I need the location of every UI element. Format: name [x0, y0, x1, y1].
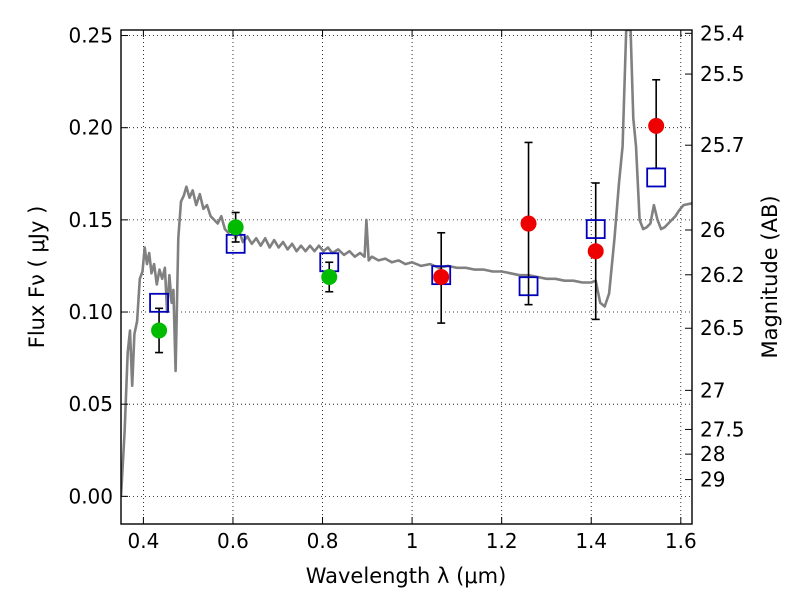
green-photometry-point [227, 219, 244, 236]
y-tick-label: 0.25 [68, 24, 113, 48]
plot-frame [120, 29, 693, 525]
sed-model-line [121, 30, 692, 497]
green-photometry-point [151, 322, 168, 339]
x-tick-label: 1.2 [486, 529, 518, 553]
x-axis-title: Wavelength λ (μm) [306, 564, 507, 588]
y2-tick-label: 28 [700, 442, 725, 466]
model-square-marker [646, 167, 667, 188]
y2-tick-label: 29 [700, 468, 725, 492]
y2-tick-label: 27 [700, 378, 725, 402]
model-square-marker [585, 219, 606, 239]
y-axis-title: Flux Fν ( μJy ) [25, 206, 49, 349]
y-tick-label: 0.15 [68, 208, 113, 232]
red-photometry-point [587, 243, 604, 260]
y2-tick-label: 25.4 [700, 21, 745, 45]
red-photometry-point [648, 117, 665, 134]
y2-tick-label: 26.5 [700, 316, 745, 340]
y-tick-label: 0.00 [68, 484, 113, 508]
y2-axis-title: Magnitude (AB) [758, 195, 782, 358]
x-tick-label: 0.4 [127, 529, 159, 553]
y2-tick-label: 26 [700, 218, 725, 242]
sed-model-layer [121, 30, 692, 497]
y-tick-label: 0.10 [68, 300, 113, 324]
x-tick-label: 1.4 [575, 529, 607, 553]
y-tick-label: 0.05 [68, 392, 113, 416]
y-tick-label: 0.20 [68, 116, 113, 140]
tick-labels: 0.4 0.6 0.8 1 1.2 1.4 1.6 0.00 0.05 0.10 0.15 0.20 0… [68, 21, 744, 553]
x-tick-label: 1.6 [665, 529, 697, 553]
y2-tick-label: 25.5 [700, 62, 745, 86]
y2-tick-label: 26.2 [700, 263, 745, 287]
x-tick-label: 0.6 [217, 529, 249, 553]
model-square-marker [518, 276, 539, 297]
y2-tick-label: 27.5 [700, 417, 745, 441]
axes [120, 29, 693, 525]
x-tick-label: 1 [406, 529, 419, 553]
model-square-marker [149, 292, 169, 313]
green-photometry-point [321, 269, 338, 285]
photometry-layer [149, 78, 667, 354]
red-photometry-point [520, 215, 537, 232]
red-photometry-point [433, 269, 450, 285]
x-tick-label: 0.8 [307, 529, 339, 553]
gridlines [121, 30, 692, 524]
y2-tick-label: 25.7 [700, 133, 745, 157]
